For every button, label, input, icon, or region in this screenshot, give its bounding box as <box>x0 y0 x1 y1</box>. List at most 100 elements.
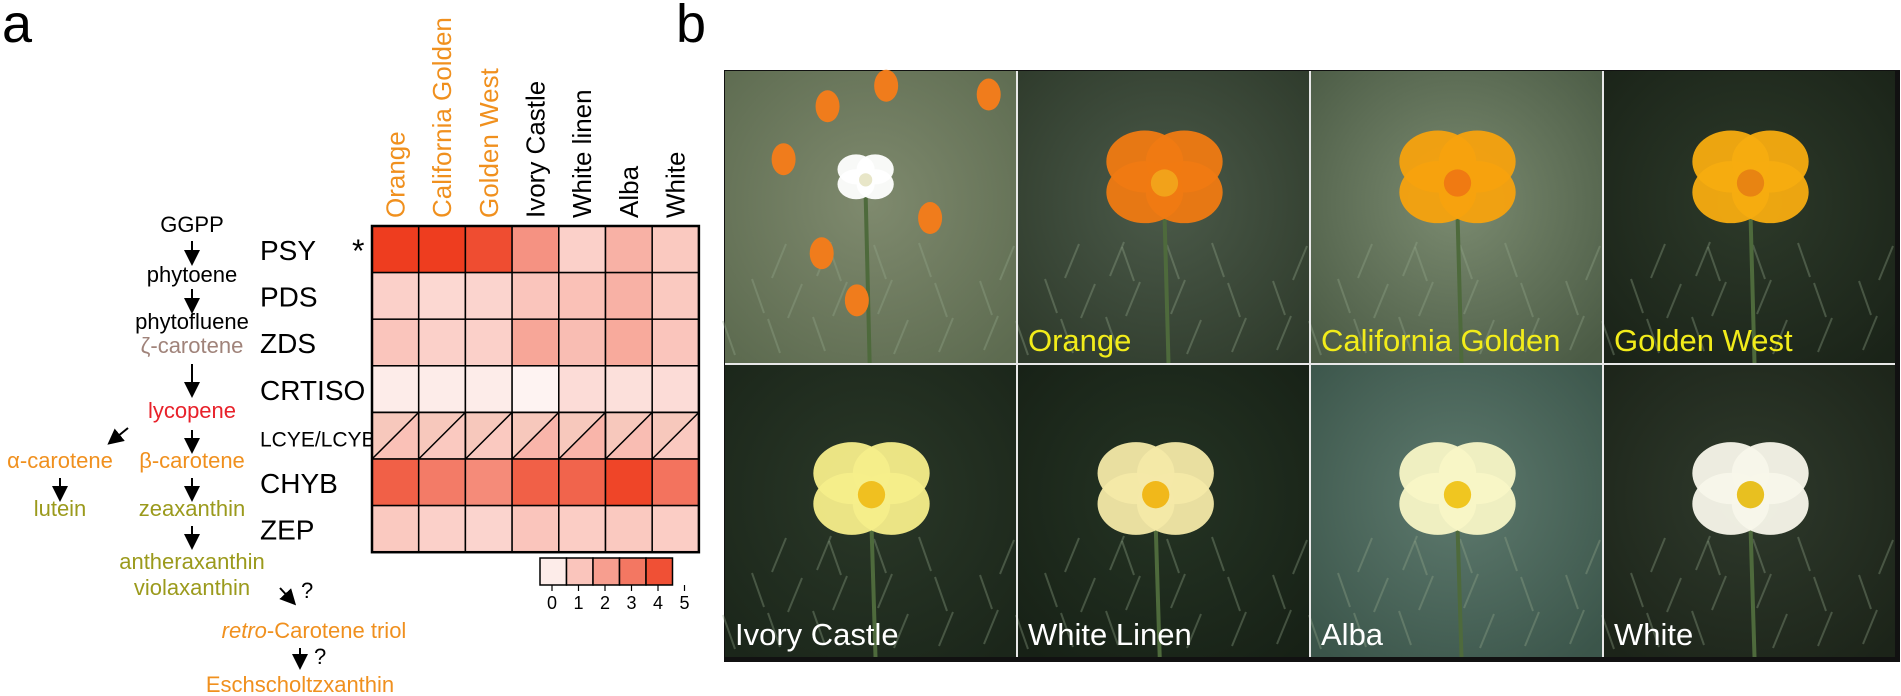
foliage-stroke <box>1858 574 1872 610</box>
flower-center <box>1736 481 1765 509</box>
foliage-stroke <box>938 317 954 353</box>
foliage-stroke <box>893 613 909 649</box>
foliage-stroke <box>1337 572 1351 608</box>
heatmap-cell <box>511 504 560 553</box>
foliage-stroke <box>999 245 1015 281</box>
flower-photo: Golden West <box>1601 71 1895 364</box>
foliage-stroke <box>1878 245 1894 281</box>
foliage-stroke <box>1125 575 1141 611</box>
foliage-stroke <box>873 244 887 280</box>
scale-swatch <box>565 557 594 586</box>
foliage-stroke <box>1186 613 1202 649</box>
flower-photo: Alba <box>1308 365 1602 658</box>
cultivar-column-labels: Orange California Golden Golden West Ivory … <box>380 17 690 218</box>
flower-center <box>1443 481 1472 509</box>
foliage-stroke <box>1398 610 1412 646</box>
foliage-stroke <box>1121 540 1135 576</box>
foliage-stroke <box>787 283 803 319</box>
photo-label: White Linen <box>1028 617 1192 652</box>
heatmap-cell <box>371 271 420 320</box>
foliage-stroke <box>979 280 993 316</box>
flower-stem <box>869 525 878 658</box>
scale-swatch <box>645 557 674 586</box>
foliage-stroke <box>1520 282 1534 318</box>
heatmap-cell-diagonal <box>651 411 700 460</box>
foliage-stroke <box>1813 282 1827 318</box>
photo-background <box>725 71 1016 363</box>
foliage-stroke <box>1105 610 1119 646</box>
flower-stem <box>1748 525 1757 658</box>
heatmap-border <box>370 224 701 554</box>
node-phytoene: phytoene <box>147 262 238 287</box>
node-zeta-carotene: ζ-carotene <box>141 333 244 358</box>
cultivar-label: White <box>661 152 691 218</box>
foliage-stroke <box>1402 535 1418 571</box>
foliage-stroke <box>1231 611 1247 647</box>
heatmap-cell <box>511 271 560 320</box>
foliage-stroke <box>828 540 842 576</box>
foliage-stroke <box>1707 540 1721 576</box>
foliage-stroke <box>1292 539 1308 575</box>
foliage-stroke <box>1646 612 1660 648</box>
foliage-stroke <box>1211 536 1225 572</box>
foliage-stroke <box>1044 278 1058 314</box>
foliage-stroke <box>771 243 787 279</box>
foliage-stroke <box>1813 576 1827 612</box>
heatmap-cell <box>417 225 467 274</box>
cultivar-label: Golden West <box>474 67 504 218</box>
foliage-stroke <box>1650 243 1666 279</box>
flower-stem <box>1153 525 1162 658</box>
foliage-stroke <box>1276 315 1292 351</box>
unknown-step-2: ? <box>314 644 326 669</box>
foliage-stroke <box>1276 609 1292 645</box>
scale-swatch <box>539 557 568 586</box>
carotenoid-pathway: GGPP phytoene phytofluene ζ-carotene lyc… <box>7 212 406 696</box>
foliage-stroke <box>1064 243 1080 279</box>
foliage-stroke <box>1711 281 1727 317</box>
foliage-stroke <box>1121 246 1135 282</box>
foliage-stroke <box>832 575 848 611</box>
foliage-stroke <box>1060 318 1074 354</box>
foliage-stroke <box>1211 242 1225 278</box>
foliage-stroke <box>999 539 1015 575</box>
flower-center <box>857 481 886 509</box>
heatmap-cell-diagonal <box>558 411 607 460</box>
gene-label: ZEP <box>260 515 314 546</box>
foliage-stroke <box>983 315 999 351</box>
arrow-lycopene-alpha <box>107 427 129 445</box>
flower-center <box>1443 169 1472 197</box>
flower-center <box>859 173 873 187</box>
foliage-stroke <box>767 318 781 354</box>
scale-swatch <box>592 557 621 586</box>
panel-b-letter: b <box>676 0 706 54</box>
foliage-stroke <box>1691 316 1705 352</box>
flower-stem <box>1748 213 1757 364</box>
photo-grid: Orange California Golden Golden West Ivory … <box>722 69 1895 658</box>
foliage-stroke <box>1463 573 1479 609</box>
foliage-stroke <box>1756 573 1772 609</box>
heatmap-cell <box>604 504 653 553</box>
flower-photo: White Linen <box>1015 365 1309 658</box>
foliage-stroke <box>1357 243 1373 279</box>
heatmap-cell-diagonal <box>418 411 466 460</box>
foliage-stroke <box>1862 315 1878 351</box>
heatmap-cell <box>651 504 700 553</box>
gene-label: CHYB <box>260 468 338 499</box>
foliage-stroke <box>893 319 909 355</box>
foliage-stroke <box>1459 538 1473 574</box>
node-eschscholtzxanthin: Eschscholtzxanthin <box>206 672 394 696</box>
foliage-stroke <box>1752 538 1766 574</box>
foliage-stroke <box>1166 244 1180 280</box>
scale-tick-label: 0 <box>547 593 557 613</box>
heatmap-cell <box>558 225 607 274</box>
foliage-stroke <box>1666 283 1682 319</box>
foliage-stroke <box>1373 577 1389 613</box>
flower-center <box>1150 169 1179 197</box>
foliage-stroke <box>1231 317 1247 353</box>
foliage-stroke <box>1186 319 1202 355</box>
foliage-stroke <box>832 281 848 317</box>
foliage-stroke <box>1272 280 1286 316</box>
foliage-stroke <box>1479 319 1495 355</box>
scale-tick-label: 4 <box>653 593 663 613</box>
